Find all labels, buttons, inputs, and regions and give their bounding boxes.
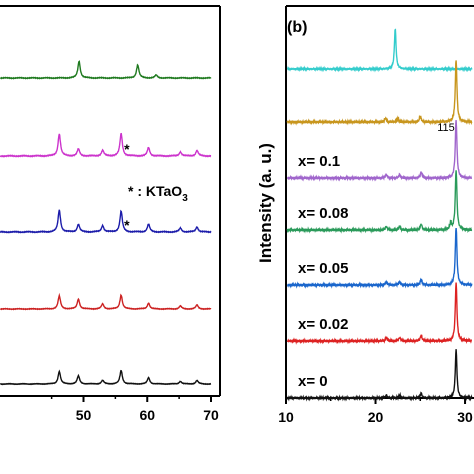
panel-b-series-label-2: x= 0.1 <box>298 153 340 170</box>
panel-a-series-line-0 <box>0 60 212 80</box>
panel-b-series-label-6: x= 0 <box>298 373 328 390</box>
panel-b-series-line-5 <box>286 282 473 345</box>
panel-a-x-tick-label-60: 60 <box>139 407 155 423</box>
panel-b-series-line-4 <box>286 228 473 289</box>
panel-a-peak-marker-2: * <box>124 217 130 233</box>
panel-b-x-tick-label-10: 10 <box>278 409 294 425</box>
panel-a-peak-marker-1: * <box>124 141 130 157</box>
panel-b-x-tick-label-30: 30 <box>457 409 473 425</box>
panel-b-series-label-3: x= 0.08 <box>298 205 348 222</box>
y-axis-title: Intensity (a. u.) <box>256 143 275 263</box>
peak-115-label: 115 <box>437 122 455 134</box>
panel-b-series-line-6 <box>286 349 473 402</box>
panel-b-series-line-0 <box>286 28 473 73</box>
panel-b-series-label-5: x= 0.02 <box>298 316 348 333</box>
panel-b-series-line-3 <box>286 170 473 234</box>
panel-b-series-label-4: x= 0.05 <box>298 260 348 277</box>
panel-b-series-line-2 <box>286 120 473 182</box>
panel-a-x-tick-label-50: 50 <box>76 407 92 423</box>
panel-a-series-line-4 <box>0 369 212 386</box>
panel-b-x-tick-label-20: 20 <box>368 409 384 425</box>
panel-a-x-tick-label-70: 70 <box>203 407 219 423</box>
panel-b-series-line-1 <box>286 60 473 126</box>
ktao3-annotation: * : KTaO3 <box>128 183 188 204</box>
panel-b: (b) Intensity (a. u.) 10 20 30 x= 0.1 x= 0.… <box>256 5 474 425</box>
panel-a: 50 60 70 * * * : KTaO3 <box>0 5 221 423</box>
panel-a-series-line-1 <box>0 132 212 158</box>
panel-a-series-line-3 <box>0 292 212 311</box>
panel-b-label: (b) <box>287 19 307 36</box>
panel-a-series-line-2 <box>0 209 212 234</box>
